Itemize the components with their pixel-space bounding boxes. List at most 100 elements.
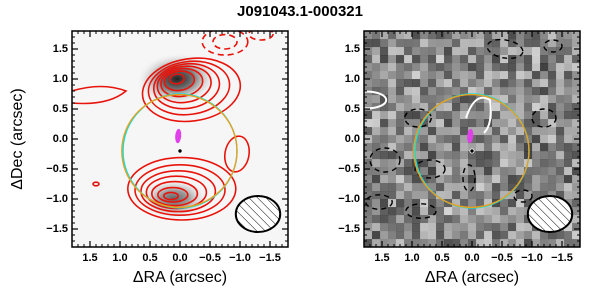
noise-pixel bbox=[516, 103, 525, 112]
noise-pixel bbox=[428, 159, 437, 168]
noise-pixel bbox=[372, 79, 381, 88]
noise-pixel bbox=[468, 231, 477, 240]
noise-pixel bbox=[396, 63, 405, 72]
noise-pixel bbox=[396, 143, 405, 152]
noise-pixel bbox=[372, 167, 381, 176]
noise-pixel bbox=[460, 63, 469, 72]
noise-pixel bbox=[516, 215, 525, 224]
noise-pixel bbox=[556, 151, 565, 160]
noise-pixel bbox=[572, 39, 580, 48]
noise-pixel bbox=[452, 183, 461, 192]
noise-pixel bbox=[572, 231, 580, 240]
x-tick-label: 1.0 bbox=[112, 252, 127, 264]
noise-pixel bbox=[420, 111, 429, 120]
noise-pixel bbox=[548, 175, 557, 184]
noise-pixel bbox=[428, 223, 437, 232]
noise-pixel bbox=[476, 135, 485, 144]
noise-pixel bbox=[404, 223, 413, 232]
noise-pixel bbox=[388, 135, 397, 144]
noise-pixel bbox=[372, 143, 381, 152]
noise-pixel bbox=[460, 47, 469, 56]
noise-pixel bbox=[508, 167, 517, 176]
noise-pixel bbox=[436, 143, 445, 152]
noise-pixel bbox=[380, 111, 389, 120]
source-marker bbox=[467, 128, 474, 144]
noise-pixel bbox=[492, 143, 501, 152]
noise-pixel bbox=[364, 191, 373, 200]
noise-pixel bbox=[412, 127, 421, 136]
contour bbox=[163, 70, 196, 92]
noise-pixel bbox=[404, 127, 413, 136]
x-tick-label: 0.5 bbox=[434, 252, 449, 264]
noise-pixel bbox=[460, 239, 469, 247]
noise-pixel bbox=[404, 111, 413, 120]
noise-pixel bbox=[364, 127, 373, 136]
noise-pixel bbox=[420, 167, 429, 176]
noise-pixel bbox=[564, 231, 573, 240]
noise-pixel bbox=[380, 183, 389, 192]
noise-pixel bbox=[532, 231, 541, 240]
noise-pixel bbox=[460, 175, 469, 184]
noise-pixel bbox=[556, 47, 565, 56]
noise-pixel bbox=[508, 183, 517, 192]
noise-pixel bbox=[388, 111, 397, 120]
noise-pixel bbox=[572, 223, 580, 232]
noise-pixel bbox=[364, 31, 373, 40]
noise-pixel bbox=[444, 191, 453, 200]
noise-pixel bbox=[364, 47, 373, 56]
noise-pixel bbox=[396, 207, 405, 216]
noise-pixel bbox=[508, 207, 517, 216]
noise-pixel bbox=[492, 127, 501, 136]
noise-pixel bbox=[444, 159, 453, 168]
noise-pixel bbox=[484, 63, 493, 72]
noise-pixel bbox=[516, 55, 525, 64]
noise-pixel bbox=[436, 151, 445, 160]
beam bbox=[234, 195, 282, 233]
noise-pixel bbox=[396, 71, 405, 80]
noise-pixel bbox=[476, 103, 485, 112]
noise-pixel bbox=[404, 95, 413, 104]
noise-pixel bbox=[444, 223, 453, 232]
noise-pixel bbox=[516, 111, 525, 120]
noise-pixel bbox=[500, 239, 509, 247]
contour bbox=[141, 57, 242, 123]
noise-pixel bbox=[556, 191, 565, 200]
contour bbox=[364, 90, 388, 110]
noise-pixel bbox=[532, 175, 541, 184]
noise-pixel bbox=[396, 183, 405, 192]
noise-pixel bbox=[564, 55, 573, 64]
noise-pixel bbox=[564, 103, 573, 112]
noise-pixel bbox=[484, 175, 493, 184]
noise-pixel bbox=[540, 127, 549, 136]
noise-pixel bbox=[484, 119, 493, 128]
noise-pixel bbox=[564, 143, 573, 152]
noise-pixel bbox=[556, 111, 565, 120]
noise-pixel bbox=[572, 87, 580, 96]
noise-pixel bbox=[508, 103, 517, 112]
noise-pixel bbox=[364, 111, 373, 120]
noise-pixel bbox=[420, 215, 429, 224]
noise-pixel bbox=[460, 95, 469, 104]
noise-pixel bbox=[564, 87, 573, 96]
noise-pixel bbox=[444, 127, 453, 136]
noise-pixel bbox=[436, 231, 445, 240]
noise-pixel bbox=[452, 151, 461, 160]
noise-pixel bbox=[548, 143, 557, 152]
contour bbox=[365, 194, 393, 210]
noise-pixel bbox=[404, 47, 413, 56]
noise-pixel bbox=[372, 239, 381, 247]
noise-pixel bbox=[484, 167, 493, 176]
noise-pixel bbox=[492, 183, 501, 192]
y-tick-label: −0.5 bbox=[338, 163, 360, 175]
noise-pixel bbox=[484, 135, 493, 144]
noise-pixel bbox=[540, 159, 549, 168]
noise-pixel bbox=[516, 239, 525, 247]
noise-pixel bbox=[412, 47, 421, 56]
noise-pixel bbox=[428, 79, 437, 88]
noise-pixel bbox=[572, 239, 580, 247]
noise-pixel bbox=[556, 167, 565, 176]
noise-pixel bbox=[524, 127, 533, 136]
noise-pixel bbox=[516, 39, 525, 48]
noise-pixel bbox=[380, 39, 389, 48]
noise-pixel bbox=[436, 199, 445, 208]
